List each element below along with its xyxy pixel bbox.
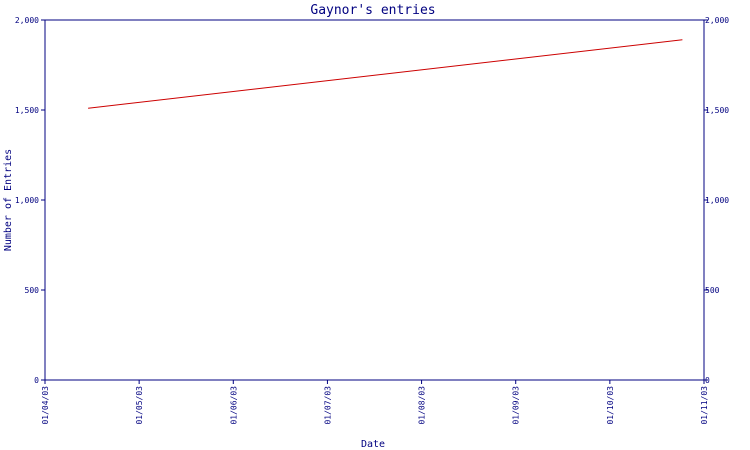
y-tick-label-right: 500 — [705, 286, 720, 295]
x-tick-label: 01/05/03 — [135, 386, 144, 425]
x-axis: 01/04/03 01/05/03 01/06/03 01/07/03 01/08/03… — [41, 380, 709, 425]
series-line-0 — [88, 39, 683, 109]
x-tick-label: 01/04/03 — [41, 386, 50, 425]
y-tick-label-right: 1,000 — [705, 196, 729, 205]
y-tick-label-left: 500 — [25, 286, 40, 295]
series-group — [88, 39, 683, 109]
y-tick-label-left: 1,500 — [15, 106, 39, 115]
y-axis-right: 0 500 1,000 1,500 2,000 — [704, 16, 729, 385]
x-tick-label: 01/11/03 — [700, 386, 709, 425]
x-tick-label: 01/07/03 — [323, 386, 332, 425]
chart-title: Gaynor's entries — [310, 3, 435, 18]
y-tick-label-left: 1,000 — [15, 196, 39, 205]
y-tick-label-left: 0 — [34, 376, 39, 385]
x-axis-label: Date — [361, 439, 385, 450]
y-tick-label-right: 0 — [705, 376, 710, 385]
x-tick-label: 01/09/03 — [512, 386, 521, 425]
y-axis-left: 0 500 1,000 1,500 2,000 — [15, 16, 45, 385]
y-tick-label-right: 1,500 — [705, 106, 729, 115]
y-tick-label-left: 2,000 — [15, 16, 39, 25]
x-tick-label: 01/10/03 — [606, 386, 615, 425]
x-tick-label: 01/06/03 — [229, 386, 238, 425]
x-tick-label: 01/08/03 — [418, 386, 427, 425]
y-tick-label-right: 2,000 — [705, 16, 729, 25]
y-axis-label: Number of Entries — [3, 149, 14, 251]
plot-area — [44, 19, 705, 381]
